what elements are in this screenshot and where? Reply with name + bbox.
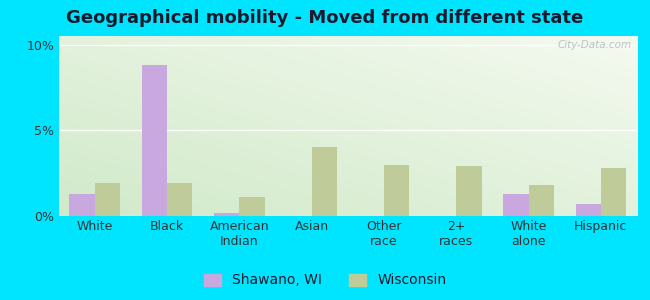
- Text: Geographical mobility - Moved from different state: Geographical mobility - Moved from diffe…: [66, 9, 584, 27]
- Bar: [456, 166, 482, 216]
- Bar: [239, 197, 265, 216]
- Bar: [384, 165, 410, 216]
- Text: City-Data.com: City-Data.com: [557, 40, 631, 50]
- Bar: [95, 183, 120, 216]
- Bar: [528, 185, 554, 216]
- Legend: Shawano, WI, Wisconsin: Shawano, WI, Wisconsin: [198, 268, 452, 293]
- Bar: [601, 168, 626, 216]
- Bar: [167, 183, 192, 216]
- Bar: [311, 147, 337, 216]
- Bar: [575, 204, 601, 216]
- Bar: [214, 213, 239, 216]
- Bar: [503, 194, 528, 216]
- Bar: [142, 65, 167, 216]
- Bar: [70, 194, 95, 216]
